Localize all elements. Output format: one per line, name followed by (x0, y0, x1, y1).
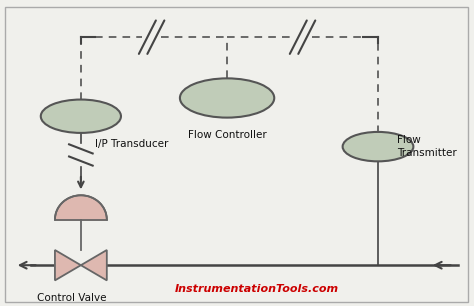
Ellipse shape (41, 99, 121, 133)
Ellipse shape (343, 132, 413, 161)
Text: I/P Transducer: I/P Transducer (95, 139, 168, 149)
Text: Control Valve: Control Valve (36, 293, 106, 303)
Text: InstrumentationTools.com: InstrumentationTools.com (175, 284, 339, 294)
Ellipse shape (180, 78, 274, 118)
Polygon shape (81, 250, 107, 280)
Text: Flow
Transmitter: Flow Transmitter (397, 136, 456, 158)
Polygon shape (55, 195, 107, 220)
Text: Flow Controller: Flow Controller (188, 130, 266, 140)
Polygon shape (55, 250, 81, 280)
